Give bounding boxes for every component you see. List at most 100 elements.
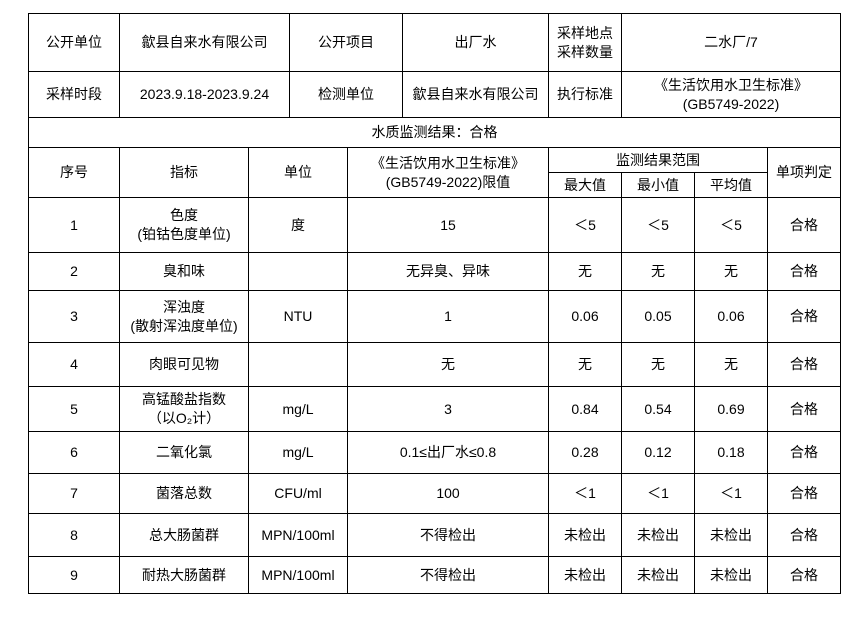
table-row: 5 高锰酸盐指数 （以O₂计） mg/L 3 0.84 0.54 0.69 合格 [28,386,841,432]
cell-max: 无 [548,252,622,291]
sampling-site-count-value: 二水厂/7 [621,13,841,72]
cell-indicator: 浑浊度 (散射浑浊度单位) [119,290,249,343]
cell-indicator: 二氧化氯 [119,431,249,474]
cell-unit: NTU [248,290,348,343]
cell-unit: mg/L [248,386,348,432]
cell-unit: CFU/ml [248,473,348,514]
testing-unit-value: 歙县自来水有限公司 [402,71,549,118]
cell-judge: 合格 [767,197,841,253]
sampling-period-label: 采样时段 [28,71,120,118]
cell-avg: 0.69 [694,386,768,432]
col-header-max: 最大值 [548,172,622,198]
cell-unit: MPN/100ml [248,556,348,594]
cell-avg: ＜1 [694,473,768,514]
water-quality-report-table: 公开单位 歙县自来水有限公司 公开项目 出厂水 采样地点 采样数量 二水厂/7 … [28,13,841,594]
cell-limit: 3 [347,386,549,432]
cell-limit: 100 [347,473,549,514]
col-header-min: 最小值 [621,172,695,198]
cell-limit: 15 [347,197,549,253]
cell-limit: 不得检出 [347,556,549,594]
cell-min: 0.54 [621,386,695,432]
col-header-judge: 单项判定 [767,147,841,198]
cell-indicator: 总大肠菌群 [119,513,249,557]
standard-label: 执行标准 [548,71,622,118]
cell-unit: 度 [248,197,348,253]
cell-judge: 合格 [767,473,841,514]
testing-unit-label: 检测单位 [289,71,403,118]
cell-no: 7 [28,473,120,514]
cell-avg: 0.06 [694,290,768,343]
cell-min: 0.05 [621,290,695,343]
cell-limit: 1 [347,290,549,343]
cell-max: 未检出 [548,556,622,594]
col-header-avg: 平均值 [694,172,768,198]
col-header-unit: 单位 [248,147,348,198]
cell-avg: 0.18 [694,431,768,474]
cell-limit: 不得检出 [347,513,549,557]
cell-judge: 合格 [767,386,841,432]
result-banner: 水质监测结果：合格 [28,117,841,148]
cell-max: 未检出 [548,513,622,557]
col-header-no: 序号 [28,147,120,198]
public-unit-value: 歙县自来水有限公司 [119,13,290,72]
cell-judge: 合格 [767,342,841,387]
sampling-period-value: 2023.9.18-2023.9.24 [119,71,290,118]
cell-min: 未检出 [621,556,695,594]
cell-max: ＜1 [548,473,622,514]
cell-max: 0.84 [548,386,622,432]
col-header-limit: 《生活饮用水卫生标准》 (GB5749-2022)限值 [347,147,549,198]
cell-no: 4 [28,342,120,387]
cell-indicator: 高锰酸盐指数 （以O₂计） [119,386,249,432]
cell-no: 1 [28,197,120,253]
table-row: 4 肉眼可见物 无 无 无 无 合格 [28,342,841,387]
cell-max: ＜5 [548,197,622,253]
cell-unit [248,252,348,291]
cell-no: 8 [28,513,120,557]
cell-judge: 合格 [767,252,841,291]
cell-unit: MPN/100ml [248,513,348,557]
standard-value: 《生活饮用水卫生标准》 (GB5749-2022) [621,71,841,118]
cell-indicator: 耐热大肠菌群 [119,556,249,594]
cell-unit [248,342,348,387]
public-item-value: 出厂水 [402,13,549,72]
cell-min: ＜1 [621,473,695,514]
cell-judge: 合格 [767,431,841,474]
cell-no: 3 [28,290,120,343]
col-header-range: 监测结果范围 [548,147,768,173]
cell-min: ＜5 [621,197,695,253]
table-row: 9 耐热大肠菌群 MPN/100ml 不得检出 未检出 未检出 未检出 合格 [28,556,841,594]
table-header-row-1: 序号 指标 单位 《生活饮用水卫生标准》 (GB5749-2022)限值 监测结… [28,147,841,198]
cell-unit: mg/L [248,431,348,474]
sampling-site-count-label: 采样地点 采样数量 [548,13,622,72]
cell-avg: ＜5 [694,197,768,253]
table-row: 7 菌落总数 CFU/ml 100 ＜1 ＜1 ＜1 合格 [28,473,841,514]
table-header-row-2: 最大值 最小值 平均值 [29,172,841,198]
result-banner-row: 水质监测结果：合格 [28,117,841,148]
cell-avg: 未检出 [694,513,768,557]
cell-min: 未检出 [621,513,695,557]
cell-avg: 无 [694,342,768,387]
cell-judge: 合格 [767,290,841,343]
cell-limit: 无异臭、异味 [347,252,549,291]
cell-limit: 0.1≤出厂水≤0.8 [347,431,549,474]
cell-max: 无 [548,342,622,387]
cell-min: 无 [621,252,695,291]
table-row: 2 臭和味 无异臭、异味 无 无 无 合格 [28,252,841,291]
cell-no: 5 [28,386,120,432]
cell-no: 9 [28,556,120,594]
cell-indicator: 肉眼可见物 [119,342,249,387]
cell-indicator: 臭和味 [119,252,249,291]
col-header-indicator: 指标 [119,147,249,198]
cell-min: 0.12 [621,431,695,474]
cell-indicator: 色度 (铂钴色度单位) [119,197,249,253]
cell-indicator: 菌落总数 [119,473,249,514]
cell-limit: 无 [347,342,549,387]
info-row-2: 采样时段 2023.9.18-2023.9.24 检测单位 歙县自来水有限公司 … [28,71,841,118]
public-item-label: 公开项目 [289,13,403,72]
cell-judge: 合格 [767,513,841,557]
table-row: 6 二氧化氯 mg/L 0.1≤出厂水≤0.8 0.28 0.12 0.18 合… [28,431,841,474]
info-row-1: 公开单位 歙县自来水有限公司 公开项目 出厂水 采样地点 采样数量 二水厂/7 [28,13,841,72]
table-row: 8 总大肠菌群 MPN/100ml 不得检出 未检出 未检出 未检出 合格 [28,513,841,557]
cell-judge: 合格 [767,556,841,594]
